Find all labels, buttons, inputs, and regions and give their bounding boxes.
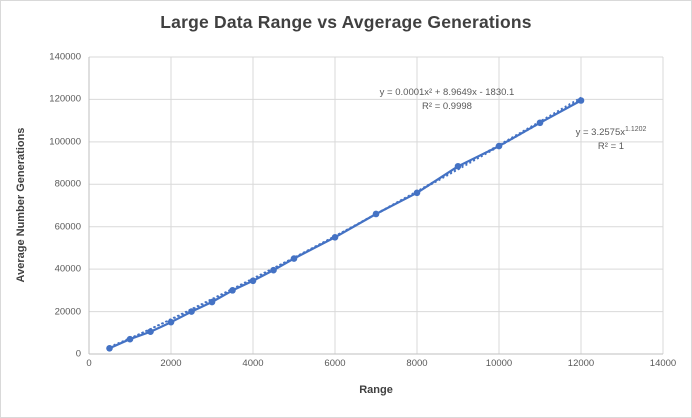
x-tick-label: 4000	[242, 358, 264, 369]
x-axis-title: Range	[359, 384, 393, 396]
power-equation-text: y = 3.2575x1.1202	[575, 126, 647, 139]
data-point-marker	[167, 318, 175, 326]
y-tick-label: 80000	[54, 178, 81, 190]
x-tick-label: 8000	[406, 358, 428, 369]
data-point-marker	[536, 119, 544, 127]
data-point-marker	[577, 97, 585, 104]
y-tick-label: 20000	[54, 306, 81, 318]
x-tick-label: 10000	[485, 358, 513, 369]
power-r-squared-text: R² = 1	[597, 140, 625, 152]
data-point-marker	[290, 255, 298, 262]
x-tick-label: 14000	[649, 358, 677, 369]
x-tick-label: 0	[86, 358, 92, 369]
data-point-marker	[413, 189, 421, 197]
trendline-equation-quadratic: y = 0.0001x² + 8.9649x - 1830.1 R² = 0.9…	[380, 86, 515, 113]
trendline-power	[109, 96, 582, 348]
data-point-marker	[208, 298, 216, 306]
quadratic-equation-text: y = 0.0001x² + 8.9649x - 1830.1	[379, 87, 515, 98]
data-point-marker	[331, 234, 339, 241]
data-point-marker	[495, 142, 503, 150]
x-tick-label: 6000	[324, 358, 346, 369]
data-point-marker	[147, 328, 154, 336]
data-point-marker	[454, 162, 462, 170]
data-point-marker	[229, 287, 236, 294]
data-point-marker	[249, 277, 257, 285]
x-tick-label: 2000	[160, 358, 182, 369]
data-point-marker	[126, 335, 134, 343]
y-tick-label: 60000	[54, 221, 81, 233]
y-axis-title: Average Number Generations	[15, 127, 27, 283]
data-point-marker	[106, 344, 113, 352]
data-point-marker	[372, 210, 380, 218]
y-tick-label: 120000	[49, 93, 81, 105]
data-point-marker	[188, 308, 195, 315]
y-tick-label: 0	[75, 348, 81, 360]
y-tick-label: 140000	[49, 51, 81, 63]
y-tick-label: 40000	[54, 263, 81, 275]
x-tick-label: 12000	[567, 358, 595, 369]
quadratic-r-squared-text: R² = 0.9998	[422, 100, 472, 112]
data-point-marker	[270, 266, 277, 274]
trendline-equation-power: y = 3.2575x1.1202 R² = 1	[576, 123, 647, 153]
trendline-quadratic	[109, 98, 582, 350]
y-tick-label: 100000	[49, 136, 81, 148]
chart-title: Large Data Range vs Avgerage Generations	[160, 12, 532, 32]
